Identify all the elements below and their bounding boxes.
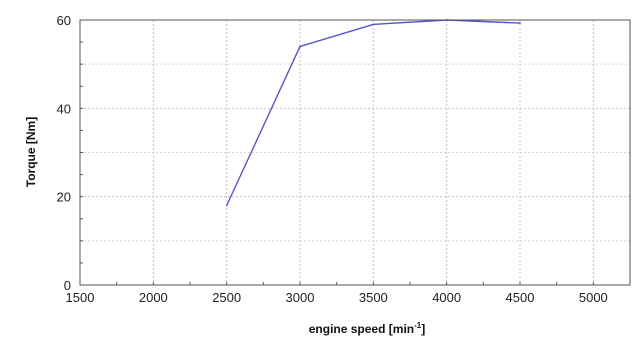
y-tick-label: 40 [57,101,71,116]
x-tick-label: 2000 [139,290,168,305]
y-tick-label: 20 [57,190,71,205]
x-axis-label-exponent: -1 [414,321,422,330]
y-tick-label: 60 [57,13,71,28]
x-tick-label: 2500 [212,290,241,305]
x-axis-label-base: engine speed [min [309,322,414,336]
x-tick-label: 4500 [506,290,535,305]
x-axis-label-end: ] [421,322,425,336]
x-tick-label: 3000 [286,290,315,305]
x-tick-label: 4000 [432,290,461,305]
x-axis-label: engine speed [min-1] [309,321,425,336]
data-point [225,204,228,207]
x-tick-label: 1500 [66,290,95,305]
x-tick-label: 3500 [359,290,388,305]
data-point [299,45,301,48]
plot-frame [79,19,631,286]
y-tick-label: 0 [64,278,71,293]
x-tick-label: 5000 [579,290,608,305]
tick-labels: 1500 2000 2500 3000 3500 4000 4500 5000 0 20 40 60 [57,13,608,305]
data-point [519,22,521,24]
grid-lines [79,19,631,286]
y-axis-label: Torque [Nm] [24,117,38,187]
data-point [372,23,375,26]
